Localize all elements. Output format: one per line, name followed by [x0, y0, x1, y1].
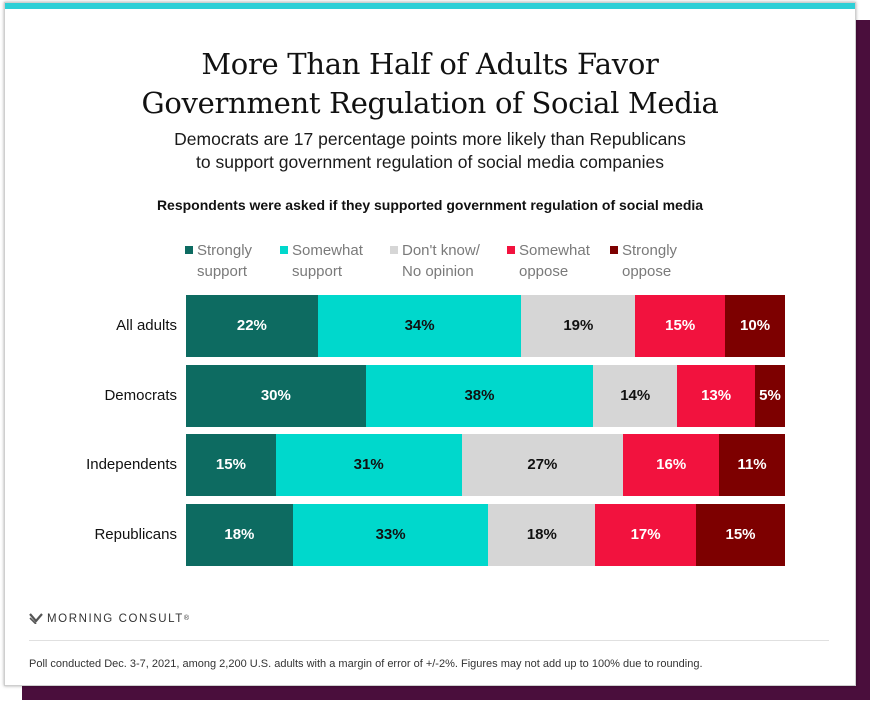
category-label: Republicans [94, 526, 177, 543]
bar-segment [186, 295, 319, 357]
subtitle-line-2: to support government regulation of soci… [196, 152, 664, 172]
bar-value-label: 15% [665, 317, 696, 334]
question-text: Respondents were asked if they supported… [156, 197, 704, 213]
legend-swatch [610, 246, 618, 254]
bar-value-label: 16% [656, 456, 687, 473]
bar-value-label: 27% [527, 456, 558, 473]
bar-value-label: 31% [353, 456, 384, 473]
legend-swatch [390, 246, 398, 254]
bar-segment [292, 504, 489, 566]
bar-segment [275, 434, 463, 496]
legend-label: Don't know/ No opinion [402, 242, 480, 280]
legend-label: Somewhat oppose [519, 242, 590, 280]
legend: Strongly support Somewhat support Don't kn… [185, 240, 785, 280]
bar-segment [677, 365, 756, 427]
bar-value-label: 38% [464, 387, 495, 404]
subtitle-line-1: Democrats are 17 percentage points more … [174, 129, 686, 149]
bar-value-label: 15% [725, 526, 756, 543]
bar-value-label: 5% [759, 387, 781, 404]
bar-value-label: 30% [260, 387, 291, 404]
chart-subtitle: Democrats are 17 percentage points more … [5, 128, 855, 174]
bar-segment [186, 504, 294, 566]
bar-segment [461, 434, 624, 496]
legend-label: Somewhat support [292, 242, 363, 280]
morning-consult-logo-icon [29, 613, 43, 624]
legend-label: Strongly support [197, 242, 253, 280]
legend-swatch [280, 246, 288, 254]
accent-bar [5, 3, 855, 9]
legend-swatch [185, 246, 193, 254]
category-label: Democrats [104, 387, 177, 404]
brand-registered-mark: ® [183, 615, 190, 622]
bar-value-label: 17% [630, 526, 661, 543]
bar-segment [719, 434, 786, 496]
legend-swatch [507, 246, 515, 254]
bar-segment [317, 295, 522, 357]
bar-value-label: 19% [563, 317, 594, 334]
brand-name: MORNING CONSULT® [47, 611, 189, 627]
legend-label: Strongly oppose [622, 242, 678, 280]
chart-title: More Than Half of Adults Favor Governmen… [5, 45, 855, 123]
bar-value-label: 18% [526, 526, 557, 543]
bar-segment [696, 504, 786, 566]
bar-value-label: 14% [620, 387, 651, 404]
bar-value-label: 15% [215, 456, 246, 473]
bar-segment [521, 295, 636, 357]
bar-value-label: 22% [236, 317, 267, 334]
bar-segment [595, 504, 697, 566]
bar-segment [186, 365, 367, 427]
bar-segment [593, 365, 678, 427]
bar-segment [186, 434, 277, 496]
bar-value-label: 34% [404, 317, 435, 334]
bar-segment [725, 295, 786, 357]
category-label: All adults [116, 317, 177, 334]
bar-value-label: 18% [224, 526, 255, 543]
bar-value-label: 33% [375, 526, 406, 543]
footer-divider [29, 640, 829, 641]
bar-value-label: 11% [737, 456, 767, 473]
bar-segment [635, 295, 726, 357]
chart-card: More Than Half of Adults Favor Governmen… [4, 2, 856, 686]
title-line-2: Government Regulation of Social Media [141, 86, 719, 120]
footnote: Poll conducted Dec. 3-7, 2021, among 2,2… [29, 658, 703, 670]
bar-segment [755, 365, 786, 427]
category-label: Independents [86, 456, 177, 473]
bar-segment [488, 504, 596, 566]
bar-value-label: 10% [740, 317, 771, 334]
bar-value-label: 13% [701, 387, 732, 404]
bar-segment [623, 434, 720, 496]
brand-text: MORNING CONSULT [47, 613, 184, 625]
title-line-1: More Than Half of Adults Favor [201, 47, 659, 81]
bar-segment [365, 365, 594, 427]
